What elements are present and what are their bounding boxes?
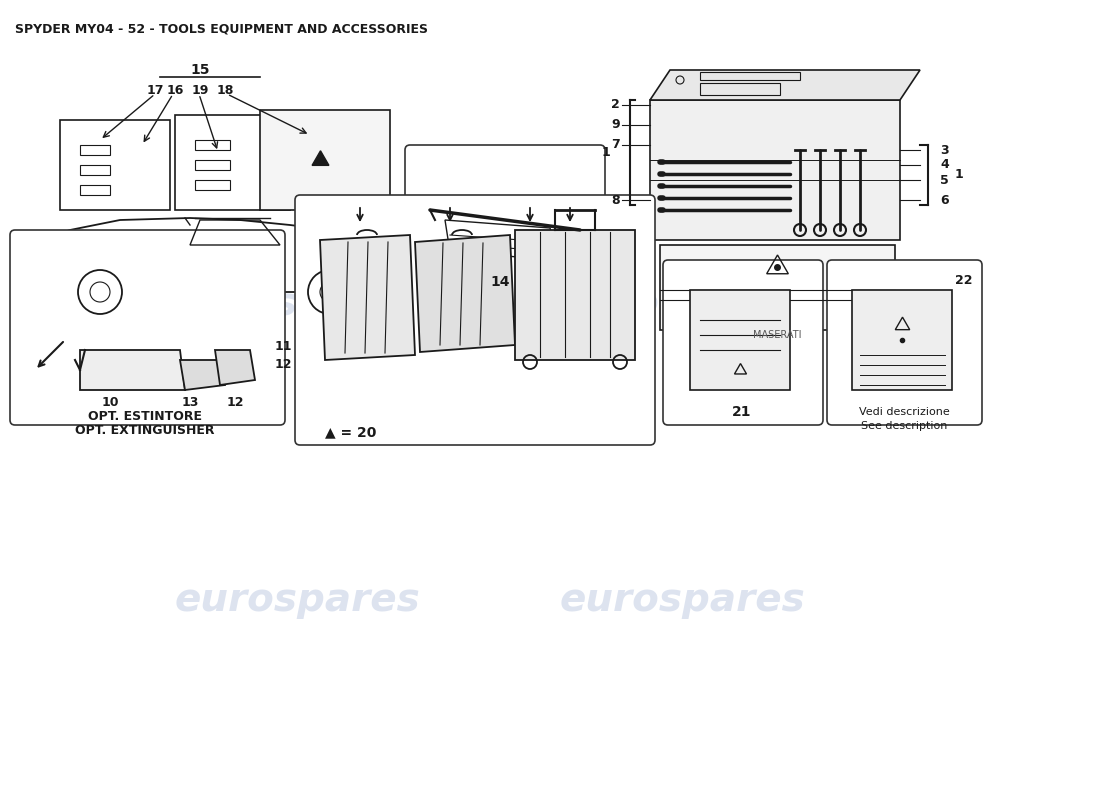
Polygon shape (415, 235, 515, 352)
Bar (852, 290, 952, 390)
FancyBboxPatch shape (10, 230, 285, 425)
FancyBboxPatch shape (405, 145, 605, 285)
Bar (700, 83, 780, 95)
Polygon shape (515, 230, 635, 360)
Text: 6: 6 (940, 194, 948, 206)
Text: 3: 3 (940, 143, 948, 157)
Text: 10: 10 (101, 395, 119, 409)
Text: ▲ = 20: ▲ = 20 (324, 425, 376, 439)
Text: 14: 14 (491, 275, 509, 289)
Polygon shape (660, 245, 895, 330)
Bar (690, 290, 790, 390)
Text: 8: 8 (612, 194, 620, 206)
Text: 1: 1 (955, 169, 964, 182)
Text: 1: 1 (602, 146, 610, 158)
Text: 22: 22 (955, 274, 972, 286)
Bar (195, 140, 230, 150)
Text: eurospares: eurospares (174, 285, 420, 323)
Polygon shape (320, 235, 415, 360)
Text: 13: 13 (182, 395, 199, 409)
Text: OPT. ESTINTORE: OPT. ESTINTORE (88, 410, 202, 422)
Text: 12: 12 (275, 358, 293, 371)
Polygon shape (650, 70, 920, 100)
Text: 7: 7 (612, 138, 620, 151)
FancyBboxPatch shape (663, 260, 823, 425)
Text: 12: 12 (227, 395, 244, 409)
Text: eurospares: eurospares (559, 581, 805, 619)
Polygon shape (260, 110, 390, 210)
Text: 21: 21 (733, 405, 751, 419)
Bar (700, 72, 800, 80)
Polygon shape (80, 350, 185, 390)
Bar (80, 185, 110, 195)
Text: MASERATI: MASERATI (752, 330, 801, 340)
Text: 5: 5 (940, 174, 948, 186)
Polygon shape (214, 350, 255, 385)
Text: See description: See description (861, 421, 947, 431)
Text: 11: 11 (275, 341, 293, 354)
Text: OPT. EXTINGUISHER: OPT. EXTINGUISHER (75, 423, 214, 437)
Text: SPYDER MY04 - 52 - TOOLS EQUIPMENT AND ACCESSORIES: SPYDER MY04 - 52 - TOOLS EQUIPMENT AND A… (15, 22, 428, 35)
Bar (80, 145, 110, 155)
Text: 16: 16 (166, 83, 184, 97)
Bar (195, 160, 230, 170)
Text: 19: 19 (191, 83, 209, 97)
Text: 17: 17 (146, 83, 164, 97)
Bar (195, 180, 230, 190)
FancyBboxPatch shape (827, 260, 982, 425)
Bar (80, 165, 110, 175)
FancyBboxPatch shape (295, 195, 654, 445)
Polygon shape (650, 100, 900, 240)
Polygon shape (180, 360, 226, 390)
Text: eurospares: eurospares (559, 285, 805, 323)
Text: 15: 15 (190, 63, 210, 77)
Text: 9: 9 (612, 118, 620, 131)
Text: 4: 4 (940, 158, 948, 171)
Text: 18: 18 (217, 83, 233, 97)
Text: eurospares: eurospares (174, 581, 420, 619)
Text: 2: 2 (612, 98, 620, 111)
Text: Vedi descrizione: Vedi descrizione (859, 407, 949, 417)
